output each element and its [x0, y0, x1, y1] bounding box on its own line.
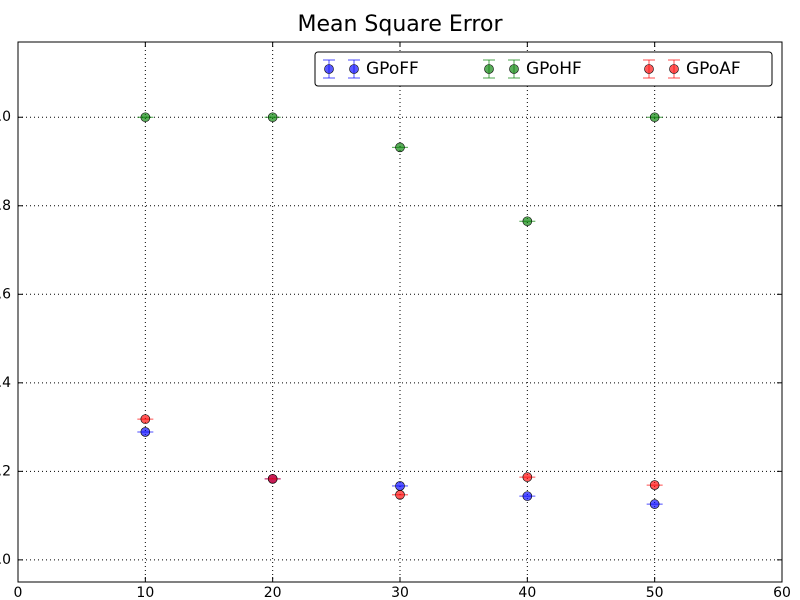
legend-label: GPoHF — [526, 59, 582, 79]
point — [519, 216, 536, 227]
legend: GPoFF GPoHF GPoAF — [314, 51, 773, 87]
marker — [522, 216, 533, 227]
marker — [649, 112, 660, 123]
marker — [395, 490, 405, 500]
y-tick-label: 0.2 — [0, 463, 11, 479]
marker — [267, 474, 278, 484]
y-tick-label: 1.0 — [0, 109, 11, 125]
legend-icon — [669, 64, 679, 74]
legend-icon — [349, 64, 359, 74]
point — [392, 481, 408, 491]
x-tick-label: 0 — [14, 585, 23, 600]
point — [519, 472, 536, 482]
point — [392, 490, 408, 500]
y-tick-label: 0.6 — [0, 286, 11, 302]
x-tick-label: 50 — [646, 585, 664, 600]
marker — [522, 472, 533, 482]
legend-icon — [644, 64, 654, 74]
x-tick-label: 10 — [136, 585, 154, 600]
point — [519, 491, 536, 501]
x-tick-label: 20 — [264, 585, 282, 600]
marker — [649, 499, 660, 509]
marker — [267, 112, 278, 123]
marker — [140, 427, 151, 437]
point — [392, 142, 408, 153]
point — [646, 499, 663, 509]
legend-icon — [484, 64, 494, 74]
marker — [522, 491, 533, 501]
x-tick-label: 60 — [773, 585, 791, 600]
point — [264, 474, 281, 484]
y-tick-label: 0.4 — [0, 375, 11, 391]
point — [137, 414, 154, 424]
x-tick-label: 40 — [518, 585, 536, 600]
marker — [140, 112, 151, 123]
point — [137, 112, 154, 123]
chart-title: Mean Square Error — [297, 12, 503, 37]
point — [137, 427, 154, 437]
plot-frame — [17, 41, 783, 583]
y-tick-label: 0.8 — [0, 198, 11, 214]
y-tick-label: 0.0 — [0, 552, 11, 568]
marker — [395, 481, 405, 491]
legend-label: GPoAF — [686, 59, 741, 79]
legend-label: GPoFF — [366, 59, 419, 79]
legend-box — [314, 51, 773, 87]
point — [646, 480, 663, 490]
point — [646, 112, 663, 123]
marker — [649, 480, 660, 490]
marker — [140, 414, 151, 424]
point — [264, 112, 281, 123]
marker — [395, 142, 405, 153]
legend-icon — [324, 64, 334, 74]
x-tick-label: 30 — [391, 585, 409, 600]
legend-icon — [509, 64, 519, 74]
